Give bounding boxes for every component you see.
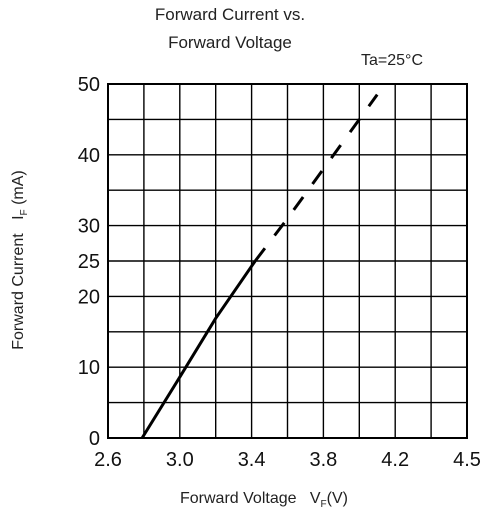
y-tick-label: 25 xyxy=(78,251,100,273)
y-tick-label: 40 xyxy=(78,145,100,167)
series-line-solid xyxy=(140,260,257,439)
x-axis-label-main: Forward Voltage xyxy=(180,490,297,507)
x-tick-label: 4.2 xyxy=(381,449,409,471)
x-tick-label: 4.5 xyxy=(453,449,481,471)
chart-title-line-2: Forward Voltage xyxy=(168,33,292,52)
x-tick-label: 2.6 xyxy=(94,449,122,471)
x-tick-label: 3.0 xyxy=(166,449,194,471)
y-tick-label: 10 xyxy=(78,357,100,379)
y-tick-label: 50 xyxy=(78,74,100,96)
x-axis-label-unit: (V) xyxy=(326,490,348,507)
x-axis-label: Forward Voltage VF(V) xyxy=(180,490,348,510)
series-line-dashed xyxy=(254,93,379,262)
x-axis-label-symbol: V xyxy=(309,490,321,507)
x-tick-label: 3.8 xyxy=(309,449,337,471)
y-tick-label: 30 xyxy=(78,216,100,238)
test-condition-label: Ta=25°C xyxy=(361,52,423,69)
plot-frame xyxy=(107,83,468,439)
y-tick-label: 20 xyxy=(78,286,100,308)
y-tick-label: 0 xyxy=(89,428,100,450)
chart-title-line-1: Forward Current vs. xyxy=(154,5,306,24)
x-tick-label: 3.4 xyxy=(238,449,266,471)
x-axis-label-subscript: F xyxy=(320,499,327,511)
